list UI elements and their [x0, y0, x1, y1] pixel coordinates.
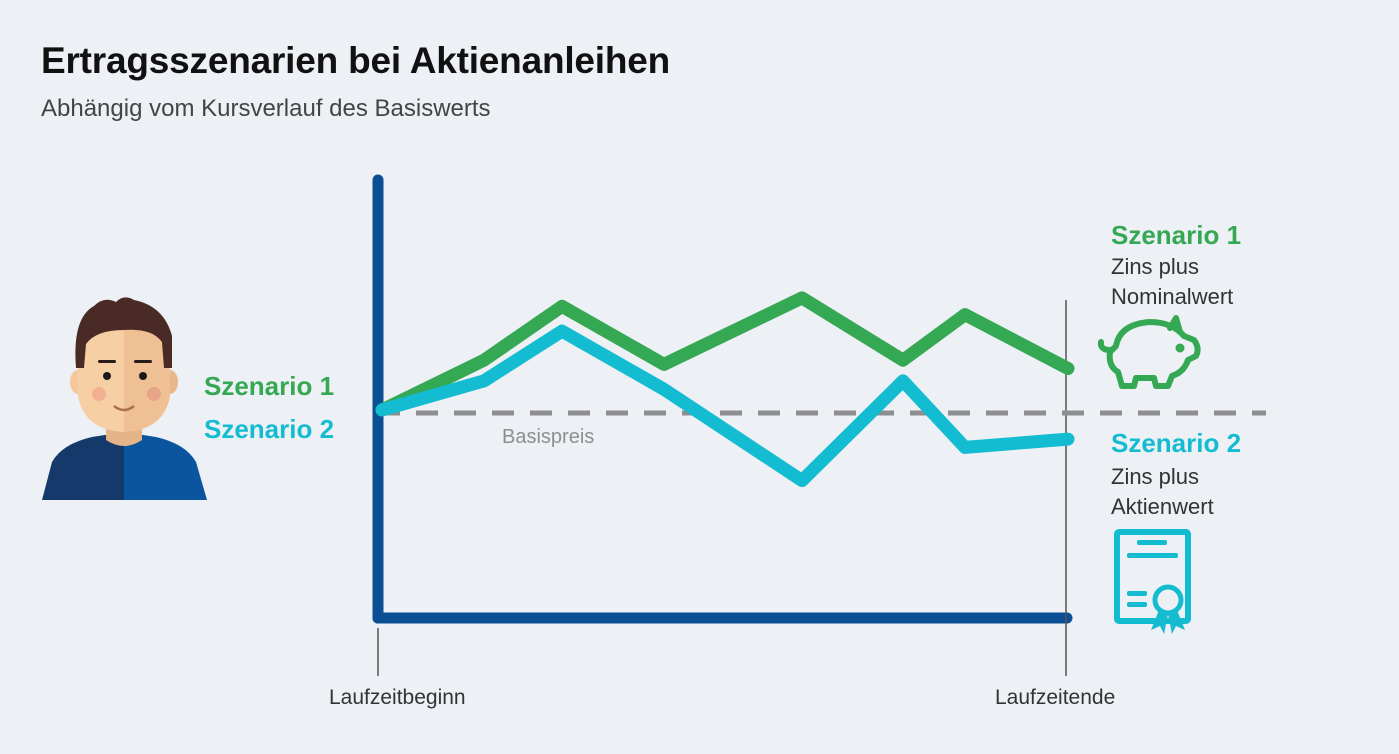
outcome-2-title: Szenario 2: [1111, 428, 1241, 458]
basispreis-label: Basispreis: [502, 426, 594, 448]
outcome-2-line1: Zins plus: [1111, 464, 1199, 489]
chart-subtitle: Abhängig vom Kursverlauf des Basiswerts: [41, 95, 491, 122]
outcome-1-line2: Nominalwert: [1111, 284, 1233, 309]
piggy-bank-icon: [1097, 315, 1201, 389]
certificate-icon: [1114, 529, 1191, 634]
left-label-szenario-1: Szenario 1: [204, 371, 334, 401]
outcome-1-line1: Zins plus: [1111, 254, 1199, 279]
chart-title: Ertragsszenarien bei Aktienanleihen: [41, 40, 671, 81]
x-tick-label-end: Laufzeitende: [995, 686, 1115, 709]
outcome-2-line2: Aktienwert: [1111, 494, 1214, 519]
series-line-szenario-2: [375, 324, 1075, 488]
x-tick-label-start: Laufzeitbeginn: [329, 686, 466, 709]
outcome-1-title: Szenario 1: [1111, 220, 1241, 250]
series-line-szenario-1: [375, 291, 1075, 417]
left-label-szenario-2: Szenario 2: [204, 414, 334, 444]
person-icon: [42, 297, 207, 500]
